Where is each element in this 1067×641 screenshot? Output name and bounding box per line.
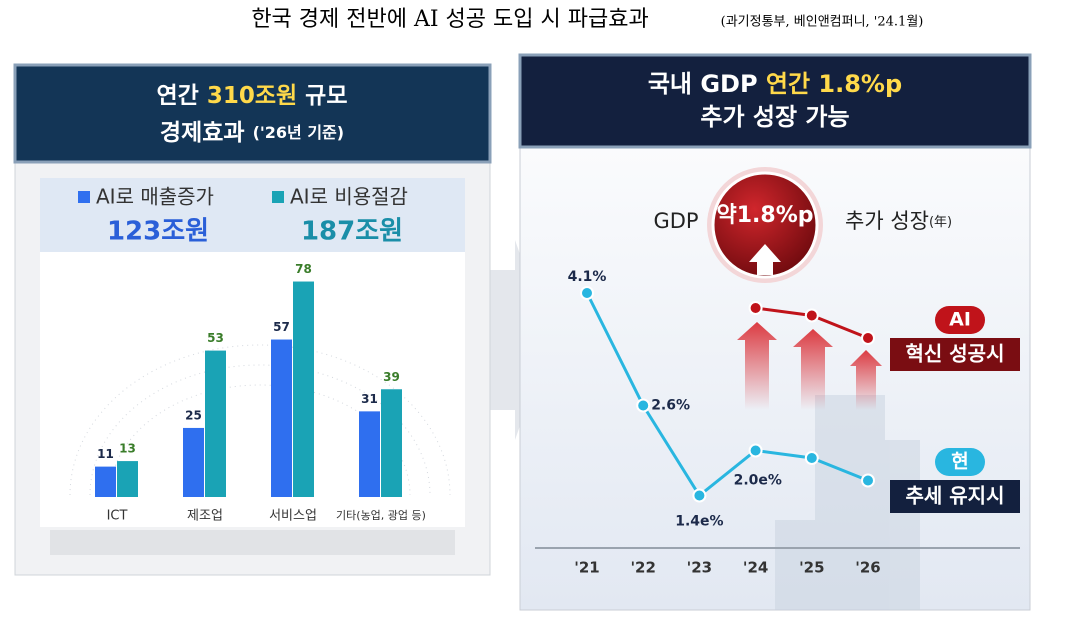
header-line-part: 경제효과 bbox=[160, 120, 253, 146]
x-tick-label: '21 bbox=[574, 559, 599, 577]
annotation: GDP bbox=[653, 209, 698, 233]
header-line: 경제효과 ('26년 기준) bbox=[160, 120, 344, 146]
x-tick-label: 서비스업 bbox=[269, 509, 317, 524]
bar bbox=[117, 461, 138, 497]
bubble bbox=[711, 171, 819, 279]
header-line: 추가 성장 가능 bbox=[700, 103, 849, 131]
footer-bar bbox=[50, 530, 455, 555]
bubble-arrow bbox=[749, 244, 781, 275]
legend-label: 추세 유지시 bbox=[906, 484, 1005, 508]
annotation-part: (年) bbox=[929, 215, 952, 230]
value-label: 78 bbox=[295, 262, 312, 276]
header-line-part: 규모 bbox=[297, 83, 347, 109]
bar bbox=[183, 427, 204, 497]
legend-badge bbox=[935, 306, 985, 334]
legend-label: AI로 비용절감 bbox=[290, 185, 408, 209]
header-line: 연간 310조원 규모 bbox=[157, 83, 348, 109]
annotation: 약1.8%p bbox=[716, 203, 813, 228]
point bbox=[748, 301, 763, 315]
value-label: 1.4e% bbox=[675, 514, 723, 530]
legend-badge-label: AI bbox=[949, 309, 971, 331]
left-header bbox=[13, 63, 492, 164]
legend-badge bbox=[935, 448, 985, 476]
header-line-part: 연간 bbox=[157, 83, 207, 109]
point bbox=[804, 451, 819, 465]
value-label: 31 bbox=[361, 392, 378, 406]
bar bbox=[293, 281, 314, 497]
value-label: 39 bbox=[383, 370, 400, 384]
series-line bbox=[585, 292, 869, 498]
x-tick-label: 기타(농업, 광업 등) bbox=[336, 509, 426, 522]
x-tick-label: ICT bbox=[107, 509, 128, 524]
value-label: 4.1% bbox=[568, 269, 607, 285]
legend-box bbox=[890, 480, 1020, 513]
annotation-part: 추가 성장 bbox=[845, 209, 929, 233]
annotation: 추가 성장(年) bbox=[845, 209, 952, 233]
x-tick-label: '25 bbox=[799, 559, 824, 577]
x-tick-label: '26 bbox=[855, 559, 880, 577]
legend-label: 혁신 성공시 bbox=[906, 342, 1005, 366]
source: (과기정통부, 베인앤컴퍼니, '24.1월) bbox=[721, 15, 924, 30]
series-total: 123조원 bbox=[107, 217, 209, 247]
header-line-part: 연간 1.8%p bbox=[766, 70, 902, 98]
x-tick-label: '22 bbox=[630, 559, 655, 577]
header-line: 국내 GDP 연간 1.8%p bbox=[648, 70, 902, 98]
header-line-part: 국내 GDP bbox=[648, 70, 766, 98]
value-label: 11 bbox=[97, 447, 114, 461]
bar bbox=[359, 411, 380, 497]
bar bbox=[381, 389, 402, 497]
bar bbox=[205, 350, 226, 497]
value-label: 13 bbox=[119, 442, 136, 456]
up-arrows bbox=[737, 322, 882, 410]
value-label: 2.0e% bbox=[734, 473, 782, 489]
value-label: 25 bbox=[185, 408, 202, 422]
decor-arcs bbox=[69, 344, 451, 496]
series-total: 187조원 bbox=[301, 217, 403, 247]
right-header bbox=[518, 53, 1032, 149]
bar bbox=[95, 466, 116, 497]
legend-badge-label: 현 bbox=[951, 451, 968, 473]
summary-band bbox=[40, 178, 465, 252]
value-label: 53 bbox=[207, 331, 224, 345]
point bbox=[692, 488, 707, 503]
point bbox=[748, 443, 763, 458]
point bbox=[804, 308, 819, 323]
x-tick-label: '23 bbox=[687, 559, 712, 577]
point bbox=[636, 398, 651, 413]
bar bbox=[271, 339, 292, 497]
header-line-part: 310조원 bbox=[207, 83, 297, 109]
legend-box bbox=[890, 338, 1020, 371]
value-label: 2.6% bbox=[651, 398, 690, 414]
point bbox=[580, 286, 594, 300]
legend-label: AI로 매출증가 bbox=[96, 185, 214, 209]
x-tick-label: 제조업 bbox=[187, 509, 223, 524]
header-line-part: ('26년 기준) bbox=[253, 123, 345, 142]
point bbox=[861, 331, 875, 345]
legend-swatch bbox=[272, 191, 284, 203]
legend-swatch bbox=[78, 191, 90, 203]
x-tick-label: '24 bbox=[743, 559, 768, 577]
main-title: 한국 경제 전반에 AI 성공 도입 시 파급효과 bbox=[251, 7, 648, 32]
building-decor bbox=[775, 395, 920, 610]
point bbox=[861, 473, 875, 488]
value-label: 57 bbox=[273, 320, 290, 334]
